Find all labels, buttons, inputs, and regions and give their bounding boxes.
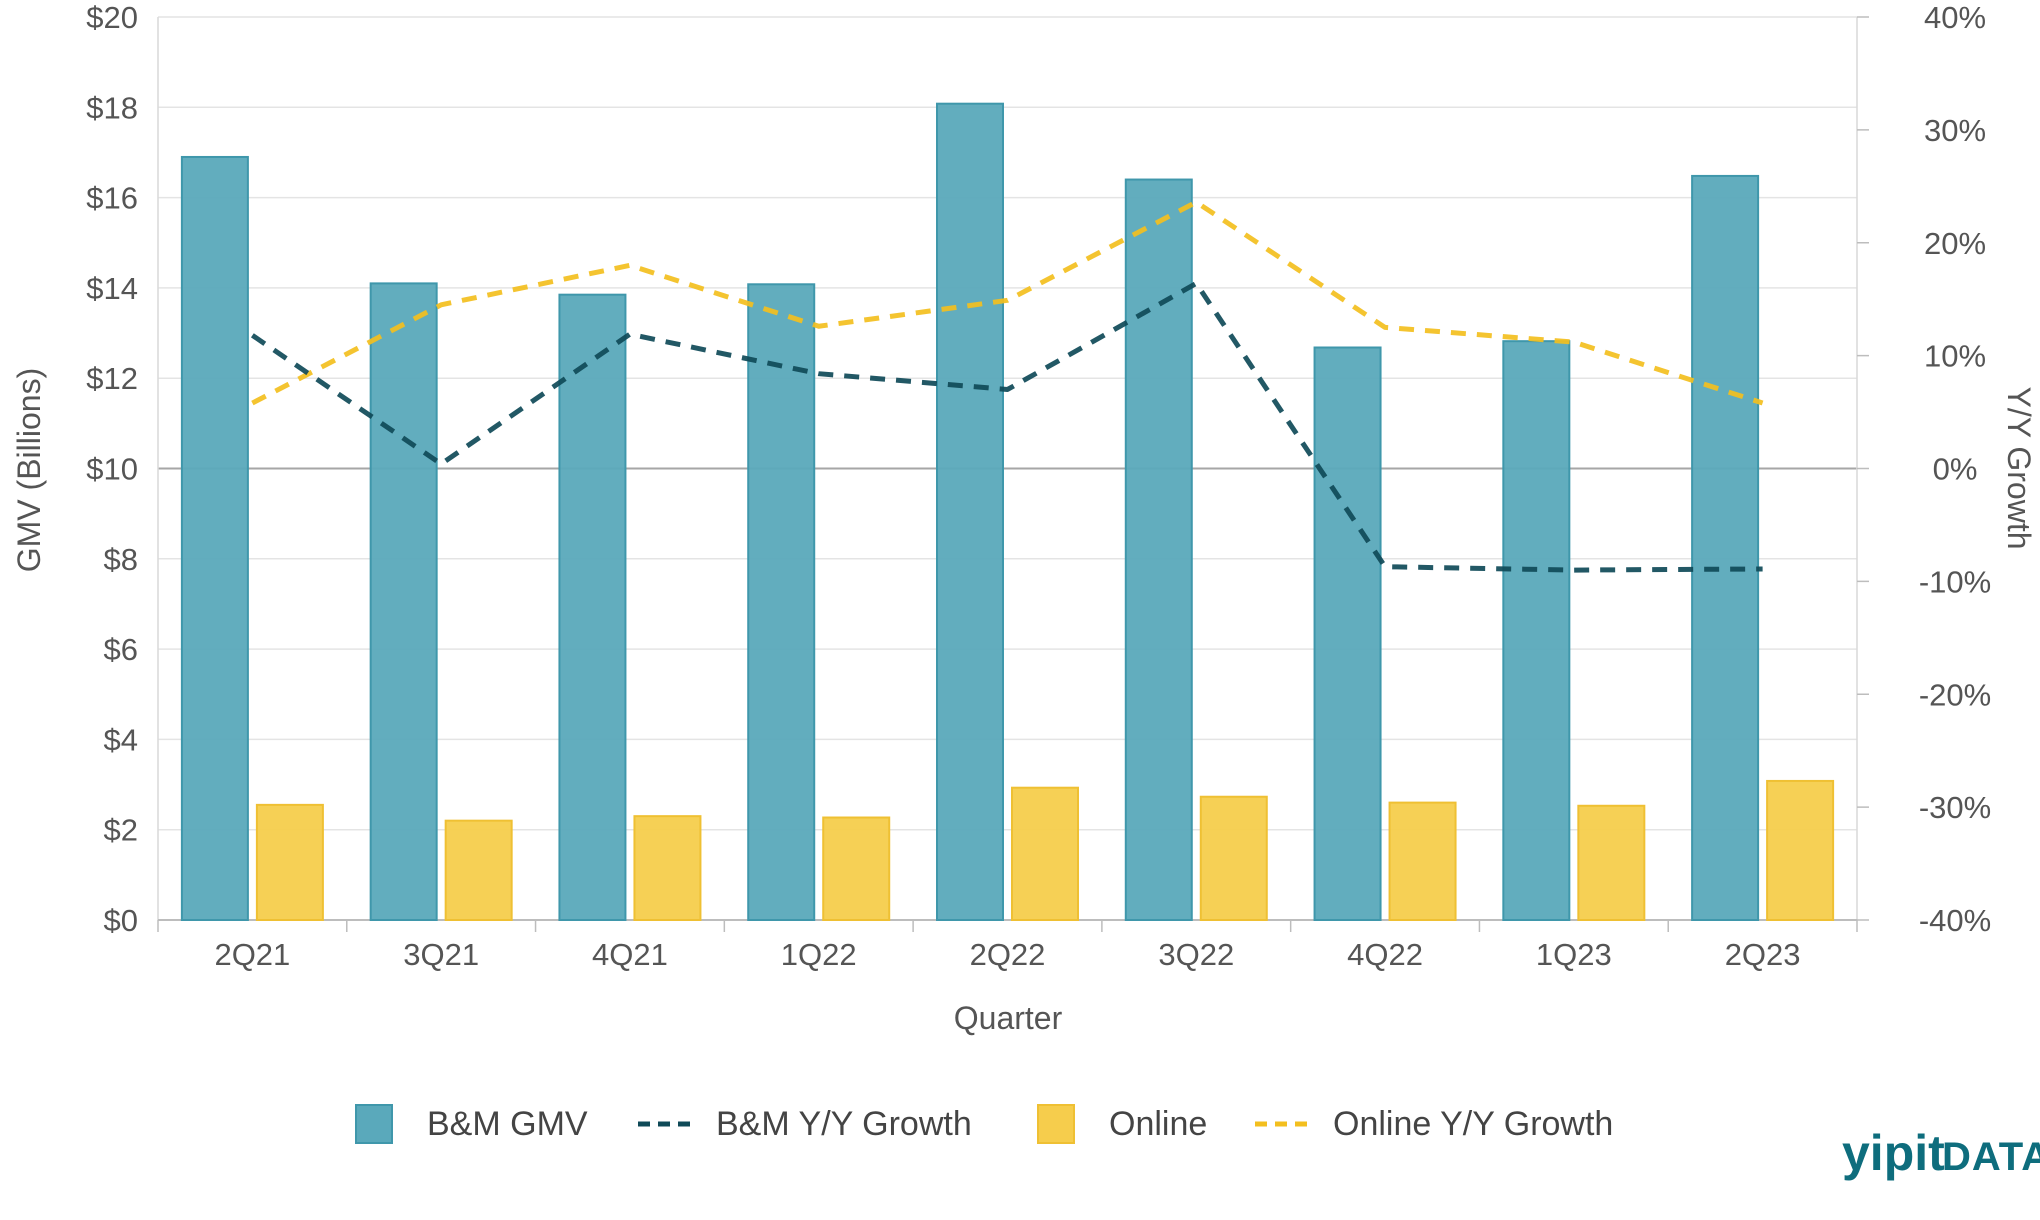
- y-tick-label: $20: [86, 0, 138, 35]
- legend-label: Online Y/Y Growth: [1333, 1105, 1613, 1143]
- y-axis-title: GMV (Billions): [11, 368, 47, 572]
- bm-gmv-bar: [1313, 346, 1382, 921]
- x-tick-label: 3Q22: [1158, 937, 1234, 972]
- x-axis-title: Quarter: [954, 1000, 1063, 1036]
- y2-tick-label: -30%: [1919, 790, 1991, 825]
- y2-tick-label: 30%: [1924, 113, 1986, 148]
- y-tick-label: $4: [104, 722, 138, 757]
- bm-gmv-bar: [558, 293, 627, 921]
- x-tick-label: 3Q21: [403, 937, 479, 972]
- online-bar: [1199, 795, 1268, 921]
- online-bar: [255, 803, 324, 921]
- brand-logo-sub: DATA: [1942, 1135, 2040, 1179]
- y2-tick-label: 10%: [1924, 339, 1986, 374]
- y2-axis-title: Y/Y Growth: [2001, 386, 2037, 549]
- y2-tick-label: -10%: [1919, 564, 1991, 599]
- legend-swatch: [355, 1104, 393, 1144]
- brand-logo: yipit DATA: [1842, 1125, 2040, 1181]
- y2-tick-label: 40%: [1924, 0, 1986, 35]
- right-axis-ticks: -40% -30% -20% -10% 0% 10% 20% 30% 40%: [1857, 0, 1991, 938]
- line-series: [250, 199, 1764, 573]
- legend-label: B&M Y/Y Growth: [716, 1105, 972, 1143]
- y2-tick-label: -20%: [1919, 677, 1991, 712]
- y2-tick-label: 20%: [1924, 226, 1986, 261]
- bm-gmv-bar: [936, 102, 1004, 922]
- online-bar: [1011, 786, 1079, 922]
- y-tick-label: $12: [86, 361, 138, 396]
- y-tick-label: $0: [104, 903, 138, 938]
- y-tick-label: $6: [104, 632, 138, 667]
- online-bar: [444, 819, 513, 921]
- legend-swatch: [1037, 1104, 1075, 1144]
- x-tick-label: 2Q23: [1725, 937, 1801, 972]
- y2-tick-label: -40%: [1919, 903, 1991, 938]
- x-tick-label: 1Q23: [1536, 937, 1612, 972]
- bar-series: [180, 102, 1835, 922]
- x-tick-label: 4Q22: [1347, 937, 1423, 972]
- y2-tick-label: 0%: [1933, 452, 1978, 487]
- left-axis-ticks: $0 $2 $4 $6 $8 $10 $12 $14 $16 $18 $20: [86, 0, 138, 938]
- bm-yy-growth-line: [250, 280, 1763, 573]
- x-tick-label: 1Q22: [781, 937, 857, 972]
- bm-gmv-bar: [1691, 174, 1760, 922]
- online-bar: [1577, 804, 1646, 922]
- x-tick-label: 4Q21: [592, 937, 668, 972]
- y-tick-label: $14: [86, 271, 138, 306]
- y-tick-label: $18: [86, 90, 138, 125]
- bm-gmv-bar: [747, 283, 816, 921]
- y-tick-label: $10: [86, 452, 138, 487]
- legend-label: B&M GMV: [427, 1105, 588, 1143]
- bm-gmv-bar: [369, 282, 438, 921]
- x-tick-label: 2Q21: [214, 937, 290, 972]
- y-tick-label: $8: [104, 542, 138, 577]
- online-bar: [822, 816, 891, 922]
- y-tick-label: $16: [86, 181, 138, 216]
- y-tick-label: $2: [104, 813, 138, 848]
- x-tick-label: 2Q22: [970, 937, 1046, 972]
- online-bar: [1766, 779, 1835, 921]
- online-bar: [633, 815, 702, 922]
- bm-gmv-bar: [180, 155, 249, 921]
- brand-logo-main: yipit: [1842, 1125, 1945, 1181]
- legend: B&M GMV B&M Y/Y Growth Online Online Y/Y Gr…: [355, 1104, 1613, 1144]
- x-axis-ticks: 2Q21 3Q21 4Q21 1Q22 2Q22 3Q22 4Q22 1Q23 2Q23: [214, 937, 1800, 972]
- online-bar: [1388, 801, 1457, 921]
- online-yy-growth-line: [251, 199, 1764, 406]
- legend-label: Online: [1109, 1105, 1207, 1143]
- bm-gmv-bar: [1502, 340, 1571, 921]
